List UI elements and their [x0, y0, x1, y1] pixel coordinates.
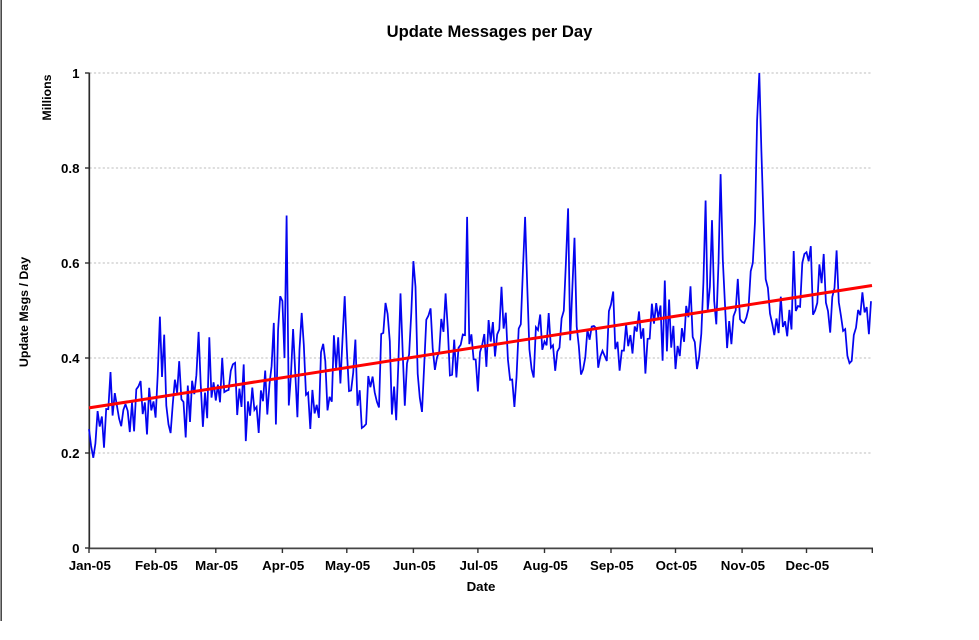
svg-text:0: 0 — [72, 541, 79, 556]
svg-text:0.4: 0.4 — [61, 351, 80, 366]
svg-text:Update Msgs / Day: Update Msgs / Day — [17, 257, 31, 367]
svg-text:0.2: 0.2 — [61, 446, 80, 461]
svg-text:Jul-05: Jul-05 — [459, 558, 498, 573]
svg-text:Jun-05: Jun-05 — [393, 558, 436, 573]
svg-text:Sep-05: Sep-05 — [590, 558, 634, 573]
svg-text:0.6: 0.6 — [61, 256, 80, 271]
svg-text:Date: Date — [467, 579, 496, 594]
svg-text:Mar-05: Mar-05 — [195, 558, 238, 573]
svg-text:Millions: Millions — [40, 74, 54, 120]
svg-text:0.8: 0.8 — [61, 161, 80, 176]
svg-text:Feb-05: Feb-05 — [135, 558, 178, 573]
svg-text:Dec-05: Dec-05 — [785, 558, 829, 573]
svg-text:Jan-05: Jan-05 — [69, 558, 112, 573]
svg-text:Update Messages per Day: Update Messages per Day — [387, 22, 593, 41]
svg-text:Apr-05: Apr-05 — [262, 558, 305, 573]
svg-text:Oct-05: Oct-05 — [656, 558, 698, 573]
svg-text:Nov-05: Nov-05 — [721, 558, 766, 573]
svg-text:May-05: May-05 — [325, 558, 371, 573]
svg-text:Aug-05: Aug-05 — [523, 558, 569, 573]
svg-text:1: 1 — [72, 66, 80, 81]
